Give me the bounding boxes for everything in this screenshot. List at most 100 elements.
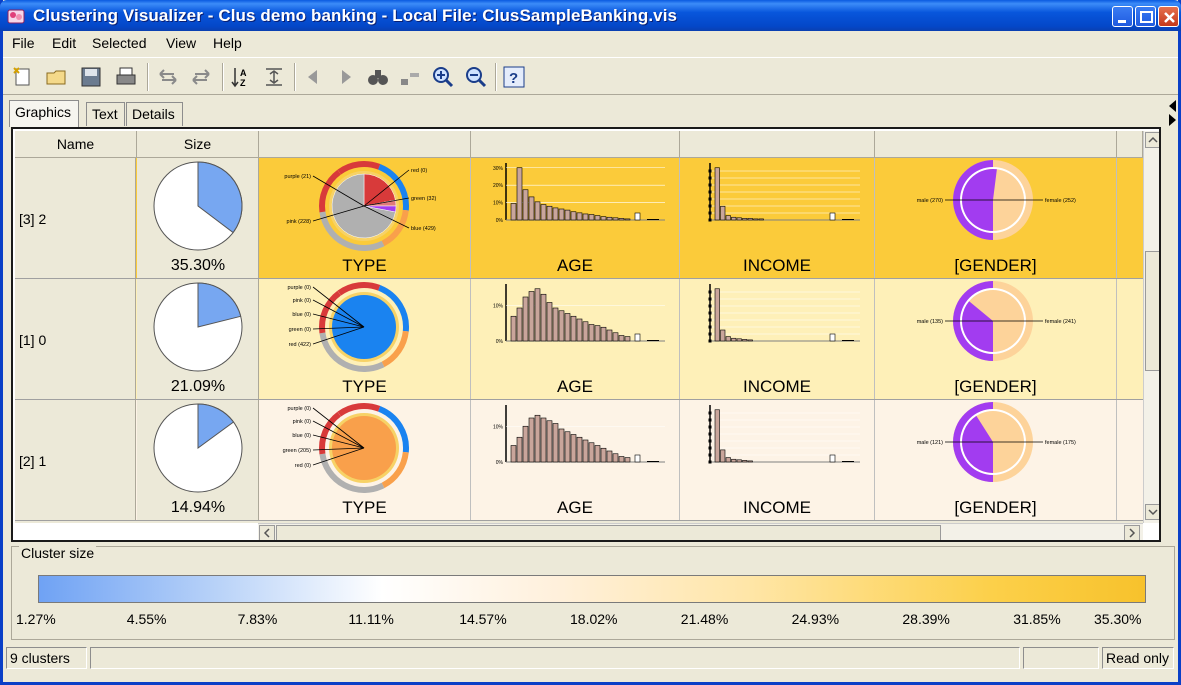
app-icon [7, 9, 25, 24]
new-icon[interactable] [11, 65, 35, 89]
age-cell[interactable]: 30% 20% 10% 0% AGE [471, 158, 680, 278]
gender-cell[interactable]: male (135) female (241) [GENDER] [875, 279, 1117, 399]
gender-cell[interactable]: male (121) female (175) [GENDER] [875, 400, 1117, 520]
income-cell[interactable]: INCOME [680, 158, 875, 278]
histogram-bar [742, 218, 748, 221]
histogram-bar [606, 216, 613, 221]
type-leader [363, 205, 410, 229]
type-cell[interactable]: purple (0) pink (0) blue (0) green (0) red (… [259, 279, 471, 399]
menu-help[interactable]: Help [213, 35, 242, 51]
column-header-size[interactable]: Size [137, 131, 259, 158]
income-cell[interactable]: INCOME [680, 400, 875, 520]
age-label: AGE [557, 377, 593, 396]
histogram-bar [522, 425, 529, 463]
redo-icon[interactable] [189, 65, 213, 89]
open-icon[interactable] [45, 65, 69, 89]
fit-icon[interactable] [262, 65, 286, 89]
histogram-bar [552, 307, 559, 342]
menu-edit[interactable]: Edit [52, 35, 77, 51]
sort-icon[interactable]: AZ [229, 65, 253, 89]
zoom-in-icon[interactable] [431, 65, 455, 89]
vertical-scrollbar[interactable] [1143, 131, 1159, 523]
type-annotation: red (0) [411, 168, 427, 174]
zoom-out-icon[interactable] [464, 65, 488, 89]
histogram-bar [731, 337, 737, 342]
income-cell[interactable]: INCOME [680, 279, 875, 399]
toolbar-separator [222, 63, 224, 91]
layout-icon[interactable] [398, 65, 422, 89]
histogram-bar [612, 217, 619, 221]
cluster-row[interactable]: [1] 0 21.09% purple (0) pink (0) blue (0) gre… [15, 279, 1143, 400]
axis-marker [708, 304, 712, 308]
histogram-bar [725, 336, 731, 342]
age-tick-label: 10% [493, 303, 504, 309]
type-ring-red [337, 282, 381, 296]
missing-bar [829, 333, 836, 342]
histogram-bar [606, 450, 613, 463]
tab-graphics[interactable]: Graphics [9, 100, 79, 127]
scroll-down-button[interactable] [1145, 504, 1159, 520]
type-cell[interactable]: purple (0) pink (0) blue (0) green (205) red… [259, 400, 471, 520]
size-pie-slice [197, 161, 243, 234]
maximize-button[interactable] [1135, 6, 1156, 27]
histogram-bar [576, 318, 583, 342]
histogram-bar [582, 321, 589, 342]
cluster-row[interactable]: [2] 1 14.94% purple (0) pink (0) blue (0) gre… [15, 400, 1143, 521]
horizontal-scrollbar[interactable] [258, 523, 1143, 540]
missing-bar [842, 219, 854, 220]
histogram-bar [747, 339, 753, 342]
histogram-bar [522, 189, 529, 221]
histogram-bar [588, 214, 595, 221]
histogram-bar [736, 338, 742, 342]
tab-text[interactable]: Text [86, 102, 125, 126]
age-cell[interactable]: 10% 0% AGE [471, 400, 680, 520]
column-header-income[interactable] [680, 131, 875, 158]
help-icon[interactable]: ? [502, 65, 526, 89]
scroll-up-button[interactable] [1145, 132, 1159, 148]
histogram-bar [714, 288, 720, 342]
menu-selected[interactable]: Selected [92, 35, 147, 51]
forward-icon[interactable] [334, 65, 358, 89]
minimize-button[interactable] [1112, 6, 1133, 27]
scroll-thumb-horizontal[interactable] [276, 525, 941, 540]
back-icon[interactable] [301, 65, 325, 89]
find-icon[interactable] [366, 65, 390, 89]
histogram-bar [594, 325, 601, 342]
tab-scroll-arrows[interactable] [1166, 98, 1178, 128]
title-bar[interactable]: Clustering Visualizer - Clus demo bankin… [0, 0, 1181, 31]
column-header-name[interactable]: Name [15, 131, 137, 158]
svg-text:?: ? [509, 70, 518, 87]
legend-tick-label: 35.30% [1094, 611, 1142, 627]
menu-file[interactable]: File [12, 35, 35, 51]
undo-icon[interactable] [156, 65, 180, 89]
histogram-bar [510, 203, 517, 221]
gender-label: [GENDER] [954, 498, 1037, 517]
age-cell[interactable]: 10% 0% AGE [471, 279, 680, 399]
print-icon[interactable] [114, 65, 138, 89]
type-ring-green [319, 453, 385, 493]
histogram-bar [510, 315, 517, 342]
scroll-right-button[interactable] [1124, 525, 1140, 540]
gender-cell[interactable]: male (270) female (252) [GENDER] [875, 158, 1117, 278]
legend-tick-label: 14.57% [459, 611, 507, 627]
type-cell[interactable]: purple (21) pink (228) red (0) green (32) bl… [259, 158, 471, 278]
histogram-bar [516, 167, 523, 221]
tab-details[interactable]: Details [126, 102, 183, 126]
save-icon[interactable] [79, 65, 103, 89]
column-header-type[interactable] [259, 131, 471, 158]
gender-label: [GENDER] [954, 377, 1037, 396]
close-icon [1164, 12, 1175, 23]
column-header-age[interactable] [471, 131, 680, 158]
cluster-row[interactable]: [3] 2 35.30% purple (21) pink (228) red (0) g… [15, 158, 1143, 279]
legend-title: Cluster size [19, 545, 97, 561]
gender-chart: male (270) female (252) [917, 160, 1076, 240]
scroll-thumb-vertical[interactable] [1145, 251, 1159, 371]
scroll-left-button[interactable] [259, 525, 275, 540]
type-leader [363, 169, 410, 207]
income-label: INCOME [743, 256, 811, 275]
close-button[interactable] [1158, 6, 1179, 27]
menu-view[interactable]: View [166, 35, 197, 51]
histogram-bar [736, 217, 742, 221]
axis-marker [708, 332, 712, 336]
column-header-gender[interactable] [875, 131, 1117, 158]
